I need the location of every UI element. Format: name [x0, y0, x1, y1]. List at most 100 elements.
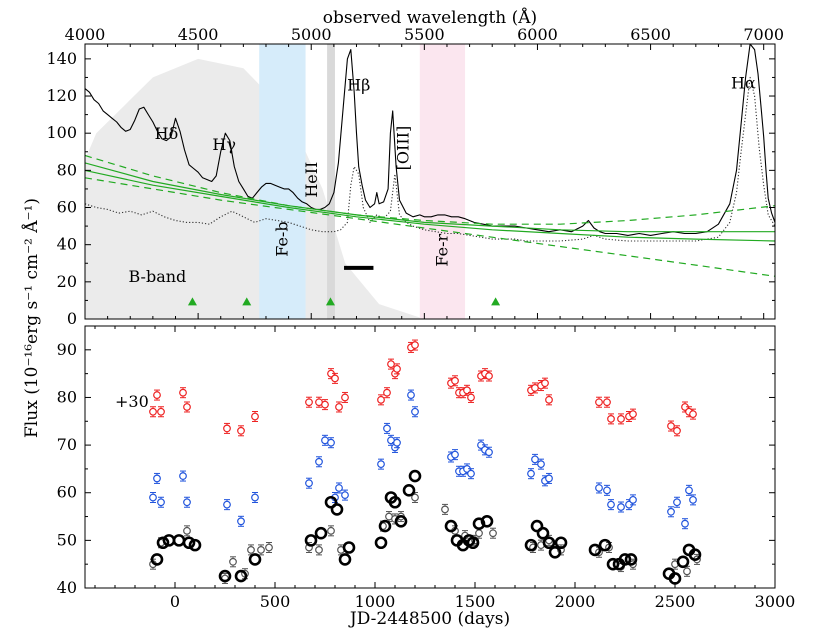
data-point: [237, 426, 245, 435]
data-point: [183, 403, 191, 411]
continuum-window-marker: [325, 297, 335, 306]
data-point: [335, 403, 343, 411]
bottom-y-tick-label: 60: [57, 483, 77, 502]
data-point: [338, 553, 352, 566]
data-point: [388, 495, 402, 509]
data-point: [153, 391, 161, 399]
top-x-tick-label: 5500: [404, 25, 445, 44]
line-label: [OIII]: [394, 126, 413, 171]
spectrum-series: [85, 44, 775, 277]
continuum-window-marker: [242, 297, 252, 306]
top-y-tick-label: 20: [57, 272, 77, 291]
data-point: [331, 374, 339, 383]
band-heii: [327, 44, 335, 319]
data-point: [248, 553, 262, 566]
data-point: [472, 517, 486, 530]
data-point: [149, 493, 157, 502]
data-point: [218, 569, 232, 583]
band-label-fe-b: Fe-b: [272, 221, 291, 256]
data-point: [485, 448, 493, 457]
data-point: [444, 519, 458, 533]
data-point: [229, 557, 237, 566]
data-point: [153, 474, 161, 483]
data-point: [179, 388, 187, 397]
data-point: [223, 500, 231, 509]
data-point: [617, 414, 625, 423]
data-point: [537, 460, 545, 469]
data-point: [179, 472, 187, 480]
data-point: [157, 407, 165, 416]
data-point: [689, 495, 697, 504]
data-point: [157, 498, 165, 507]
data-point: [411, 407, 419, 416]
data-point: [595, 398, 603, 407]
bottom-x-tick-label: 0: [170, 592, 180, 611]
data-point: [688, 548, 702, 561]
data-point: [314, 526, 328, 540]
data-point: [489, 529, 497, 538]
data-point: [247, 545, 255, 554]
bottom-x-tick-label: 2500: [655, 592, 696, 611]
top-y-tick-label: 40: [57, 235, 77, 254]
data-point: [182, 536, 196, 550]
data-point: [402, 484, 416, 497]
data-point: [629, 495, 637, 504]
data-point: [441, 505, 449, 514]
data-point: [383, 424, 391, 433]
data-point: [548, 545, 562, 559]
bottom-panel-frame: [84, 325, 776, 589]
data-point: [183, 498, 191, 507]
bband-filter-curve: [85, 58, 425, 319]
data-point: [451, 450, 459, 459]
data-point: [530, 519, 544, 533]
line-label: Hα: [731, 74, 756, 93]
data-point: [466, 536, 480, 550]
data-point: [342, 541, 356, 554]
bottom-y-tick-label: 80: [57, 387, 77, 406]
data-point: [335, 484, 343, 492]
bottom-x-tick-label: 1000: [355, 592, 396, 611]
data-point: [598, 538, 612, 552]
light-curve-series: [149, 339, 702, 585]
top-y-tick-label: 100: [46, 123, 77, 142]
data-point: [683, 567, 691, 576]
data-point: [377, 395, 385, 404]
band-fe-b: [259, 44, 306, 319]
top-y-tick-label: 120: [46, 86, 77, 105]
band-fe-r: [419, 44, 466, 319]
data-point: [304, 534, 318, 547]
data-point: [150, 553, 164, 566]
bottom-y-tick-label: 40: [57, 578, 77, 597]
data-point: [234, 569, 248, 583]
data-point: [188, 538, 202, 552]
band-label-fe-r: Fe-r: [432, 234, 451, 267]
data-point: [667, 422, 675, 430]
bband-label: B-band: [128, 267, 186, 286]
data-point: [327, 526, 335, 535]
data-point: [531, 455, 539, 464]
bottom-axis-title: JD-2448500 (days): [348, 609, 510, 629]
data-point: [595, 484, 603, 492]
data-point: [374, 536, 388, 550]
data-point: [673, 498, 681, 507]
data-point: [673, 426, 681, 435]
data-point: [324, 495, 338, 509]
top-y-tick-label: 80: [57, 160, 77, 179]
data-point: [327, 438, 335, 447]
data-point: [681, 519, 689, 528]
continuum-window-marker: [187, 297, 197, 306]
spectrum-panel: Hδ Hγ HeII Hβ [OIII] Hα Fe-b Fe-r B-band 4000 450…: [46, 7, 784, 328]
data-point: [378, 519, 392, 533]
data-point: [467, 469, 475, 478]
data-point: [257, 545, 265, 554]
top-x-tick-label: 4000: [65, 25, 106, 44]
data-point: [607, 500, 615, 509]
y-axis-title: Flux (10⁻¹⁶erg s⁻¹ cm⁻² Å⁻¹): [21, 198, 42, 438]
data-point: [330, 503, 344, 516]
bottom-x-tick-label: 500: [260, 592, 291, 611]
data-point: [341, 491, 349, 500]
series-continuum-fit-secondary: [85, 162, 775, 233]
line-label: HeII: [302, 162, 321, 198]
data-point: [315, 457, 323, 466]
top-axis-ticks: 4000 4500 5000 5500 6000 6500 7000 0 20 40 60 80 100…: [46, 25, 784, 328]
